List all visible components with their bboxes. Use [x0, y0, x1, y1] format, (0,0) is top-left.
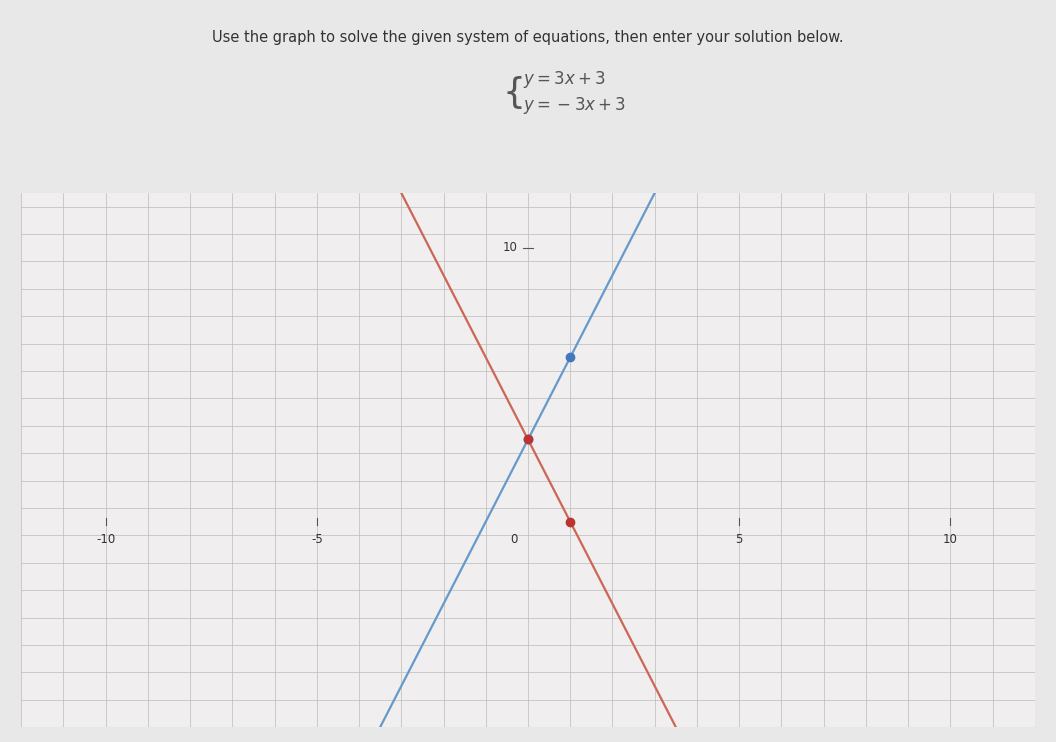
Text: 10: 10: [503, 241, 517, 255]
Text: $y = -3x + 3$: $y = -3x + 3$: [523, 95, 626, 116]
Text: 10: 10: [943, 533, 958, 545]
Text: 5: 5: [736, 533, 742, 545]
Text: -10: -10: [96, 533, 115, 545]
Text: 0: 0: [510, 533, 517, 545]
Text: $y = 3x + 3$: $y = 3x + 3$: [523, 69, 605, 90]
Text: $\{$: $\{$: [502, 74, 523, 111]
Text: -5: -5: [310, 533, 323, 545]
Text: Use the graph to solve the given system of equations, then enter your solution b: Use the graph to solve the given system …: [212, 30, 844, 45]
